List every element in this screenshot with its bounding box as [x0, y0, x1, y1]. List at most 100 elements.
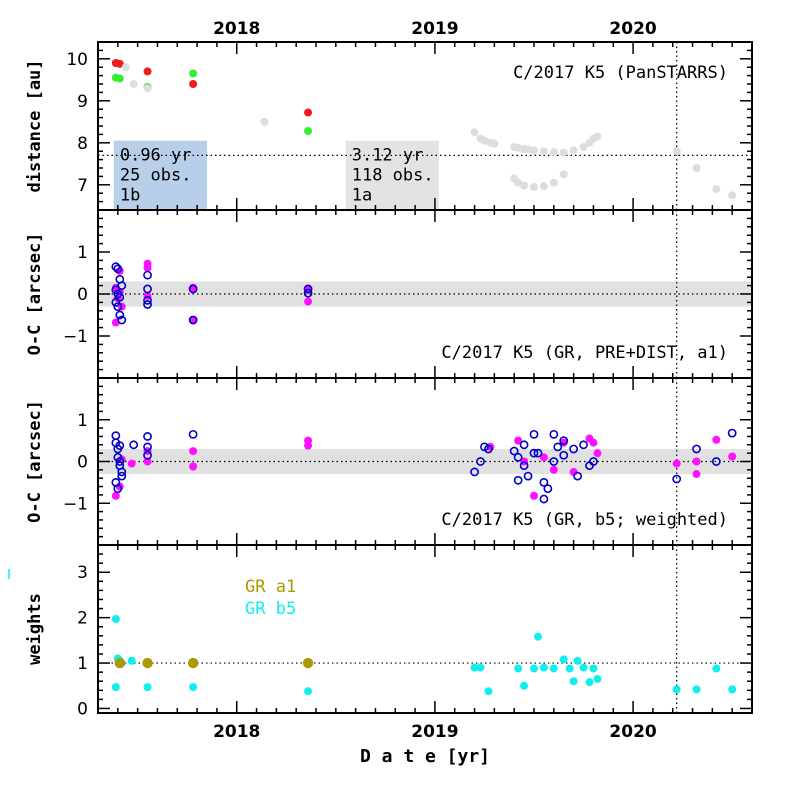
- data-point: [565, 664, 574, 673]
- data-point: [712, 664, 721, 673]
- data-point-open: [692, 444, 701, 454]
- data-point: [728, 452, 737, 461]
- data-point: [593, 132, 602, 141]
- data-point: [143, 263, 152, 272]
- data-point: [520, 181, 529, 190]
- data-point: [593, 449, 602, 458]
- data-point-open: [476, 457, 485, 466]
- data-point-open: [117, 281, 127, 290]
- x-axis-label: D a t e [yr]: [360, 746, 490, 767]
- data-point-open: [579, 440, 588, 450]
- arc-info-line: 118 obs.: [352, 166, 434, 186]
- data-point: [593, 674, 602, 683]
- data-point: [530, 664, 538, 673]
- panel-title: C/2017 K5 (PanSTARRS): [513, 63, 728, 83]
- arc-info-line: 1b: [120, 186, 140, 206]
- data-point: [692, 164, 701, 172]
- data-point: [189, 69, 198, 78]
- data-point: [559, 170, 568, 179]
- data-point: [569, 677, 578, 686]
- bottom-year-label: 2018: [213, 722, 260, 742]
- data-point-open: [539, 494, 549, 504]
- y-tick-label: 3: [77, 563, 88, 583]
- data-point: [589, 438, 598, 447]
- data-point: [111, 615, 120, 624]
- data-point-open: [117, 315, 127, 325]
- arc-info-box: [113, 140, 207, 210]
- y-tick-label: 1: [77, 243, 88, 263]
- data-point-open: [117, 467, 127, 477]
- data-point-open: [143, 432, 152, 441]
- data-point: [189, 447, 198, 456]
- arc-info-line: 1a: [352, 186, 372, 206]
- data-point: [712, 185, 721, 193]
- y-tick-label: 0: [77, 699, 88, 719]
- data-point: [187, 657, 199, 669]
- data-point-open: [129, 440, 139, 450]
- data-point-open: [117, 471, 127, 481]
- data-point: [143, 683, 152, 692]
- arc-info-line: 0.96 yr: [120, 146, 192, 166]
- data-point: [470, 128, 479, 137]
- y-tick-label: 8: [77, 134, 88, 154]
- bottom-year-label: 2019: [411, 722, 458, 742]
- data-point: [672, 147, 681, 156]
- y-axis-label: distance [au]: [25, 59, 45, 192]
- data-point: [728, 191, 737, 200]
- data-point: [672, 459, 681, 468]
- data-point: [111, 683, 120, 692]
- data-point-open: [303, 288, 313, 298]
- data-point: [143, 84, 152, 93]
- data-point: [539, 182, 548, 191]
- data-point-open: [519, 461, 529, 471]
- data-point-open: [549, 457, 559, 466]
- data-point: [539, 453, 548, 462]
- data-point: [672, 685, 681, 694]
- data-point-open: [188, 284, 198, 294]
- data-point-open: [111, 285, 121, 295]
- data-point-open: [143, 450, 152, 460]
- data-point-open: [549, 429, 559, 439]
- data-point: [692, 685, 701, 694]
- data-point-open: [143, 295, 152, 305]
- data-point: [559, 655, 568, 664]
- data-point: [573, 656, 582, 665]
- data-point: [589, 664, 598, 673]
- data-point: [115, 59, 124, 68]
- data-point-open: [553, 442, 563, 452]
- y-tick-label: 1: [77, 411, 88, 431]
- bottom-year-label: 2020: [609, 722, 656, 742]
- data-point-open: [188, 429, 198, 439]
- data-point: [559, 438, 568, 447]
- data-point-open: [113, 452, 123, 462]
- points-group: [111, 259, 313, 327]
- data-point: [530, 491, 538, 500]
- data-point: [569, 146, 578, 155]
- data-point: [530, 146, 538, 155]
- data-point: [142, 657, 153, 669]
- data-point-open: [115, 310, 125, 320]
- data-point: [549, 465, 558, 474]
- data-point-open: [111, 297, 121, 307]
- data-point: [189, 683, 198, 692]
- y-axis-label: weights: [25, 593, 45, 665]
- data-point: [549, 148, 558, 157]
- data-point-open: [113, 264, 123, 274]
- data-point: [304, 127, 313, 136]
- data-point-open: [115, 457, 125, 466]
- data-point: [514, 178, 523, 187]
- data-point-open: [111, 262, 121, 272]
- data-point-open: [470, 467, 479, 477]
- y-tick-label: 0: [77, 453, 88, 473]
- data-point-open: [533, 448, 543, 458]
- data-point: [533, 632, 542, 641]
- panel-frame: [97, 544, 753, 714]
- data-point: [692, 470, 701, 479]
- data-point-open: [143, 442, 152, 452]
- data-point-open: [509, 446, 519, 456]
- data-point: [569, 467, 578, 476]
- data-point: [585, 678, 594, 687]
- data-point-open: [143, 284, 152, 294]
